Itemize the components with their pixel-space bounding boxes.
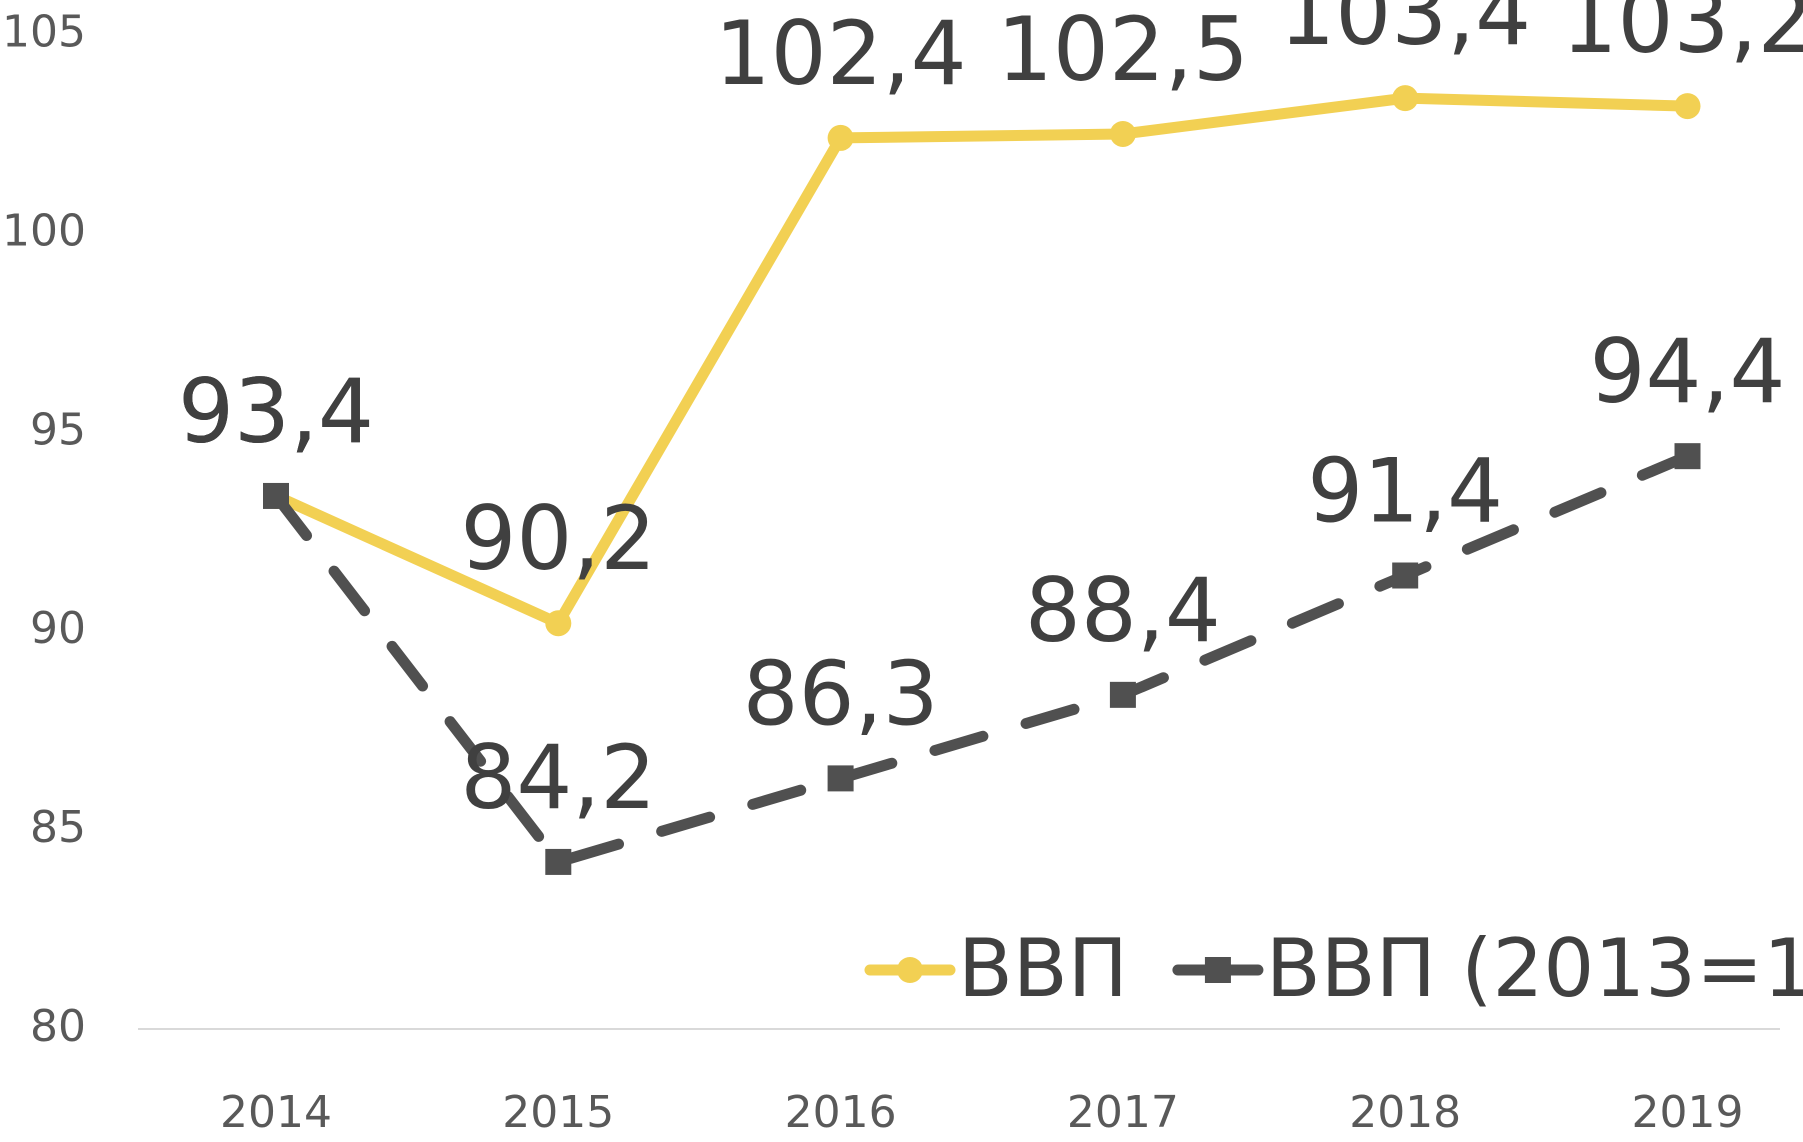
data-label: 103,4 [1279, 0, 1531, 65]
y-tick-label: 80 [30, 1001, 86, 1052]
x-tick-label: 2017 [1067, 1087, 1179, 1138]
data-label: 91,4 [1307, 439, 1503, 542]
legend-label: ВВП [958, 922, 1128, 1015]
y-tick-label: 95 [30, 404, 86, 455]
x-tick-label: 2016 [785, 1087, 897, 1138]
legend-label: ВВП (2013=100) [1266, 922, 1803, 1015]
data-label: 93,4 [178, 360, 374, 463]
data-label: 94,4 [1590, 320, 1786, 423]
point-marker [1109, 120, 1136, 147]
data-label: 103,2 [1562, 0, 1803, 73]
point-marker [1674, 443, 1701, 470]
x-tick-label: 2018 [1349, 1087, 1461, 1138]
point-marker [263, 482, 289, 509]
point-marker [1109, 681, 1136, 708]
y-tick-label: 105 [2, 7, 86, 58]
point-marker [1674, 93, 1701, 120]
x-tick-label: 2019 [1632, 1087, 1744, 1138]
series-line [270, 92, 1693, 629]
data-label: 102,4 [715, 2, 967, 105]
point-marker [827, 124, 854, 151]
data-label: 84,2 [460, 726, 656, 829]
x-tick-label: 2015 [502, 1087, 614, 1138]
point-marker [827, 765, 854, 792]
legend-marker [1204, 957, 1231, 983]
y-tick-label: 90 [30, 603, 86, 654]
legend-marker [897, 957, 923, 983]
point-marker [545, 848, 572, 875]
data-label: 88,4 [1025, 559, 1221, 662]
point-marker [545, 610, 572, 637]
point-marker [1392, 85, 1419, 112]
y-tick-label: 100 [2, 205, 86, 256]
data-label: 90,2 [460, 487, 656, 590]
data-label: 86,3 [743, 642, 939, 745]
data-label: 93,4 [178, 360, 374, 463]
series-line [270, 450, 1693, 868]
point-marker [1392, 562, 1419, 589]
y-tick-label: 85 [30, 802, 86, 853]
x-tick-label: 2014 [220, 1087, 332, 1138]
data-label: 102,5 [997, 0, 1249, 101]
